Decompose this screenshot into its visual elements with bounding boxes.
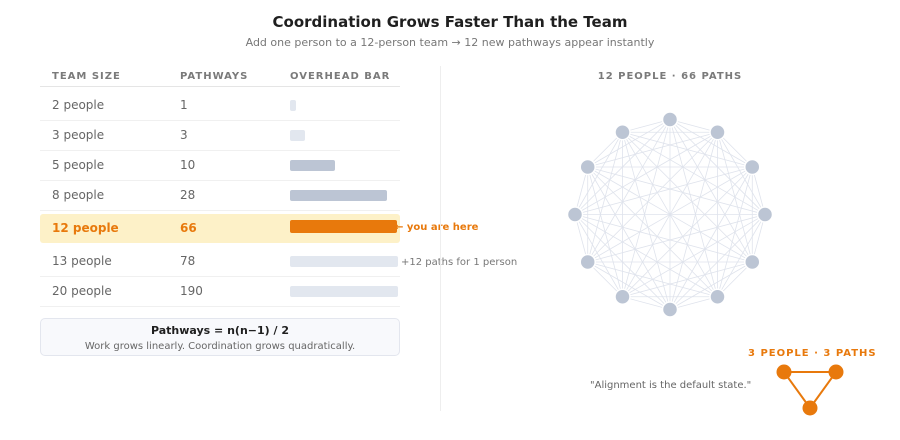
pathways-cell: 10 — [180, 158, 196, 172]
network-edge — [669, 119, 718, 297]
network-edge — [587, 261, 671, 310]
page-subtitle: Add one person to a 12-person team → 12 … — [245, 36, 655, 49]
network-edge — [574, 132, 623, 215]
formula-title: Pathways = n(n−1) / 2 — [150, 324, 290, 337]
increment-note: +12 paths for 1 person — [401, 257, 518, 268]
network-node — [614, 123, 631, 141]
network-edge — [587, 166, 671, 310]
table-row: 12 people 66 — [40, 214, 400, 243]
network-node — [661, 111, 679, 128]
pathways-cell: 78 — [180, 254, 196, 268]
overhead-bar — [290, 220, 397, 233]
team-size-cell: 5 people — [52, 158, 105, 172]
network-edge — [587, 166, 623, 297]
team-size-cell: 12 people — [52, 221, 119, 235]
network-node — [579, 158, 596, 176]
network-node — [661, 301, 679, 318]
network-node — [744, 253, 761, 271]
overhead-bar — [290, 256, 398, 267]
network-edge — [622, 131, 753, 263]
formula-box: Pathways = n(n−1) / 2 Work grows linearl… — [40, 318, 400, 356]
header-team-size: TEAM SIZE — [52, 71, 121, 82]
table-row: 3 people 3 — [40, 121, 400, 151]
small-network-node — [776, 364, 792, 380]
network-edge — [622, 131, 753, 168]
team-size-cell: 8 people — [52, 188, 105, 202]
pathways-cell: 1 — [180, 98, 188, 112]
page-title: Coordination Grows Faster Than the Team — [272, 13, 628, 31]
network-edge — [622, 119, 671, 297]
pathways-cell: 3 — [180, 128, 188, 142]
network-edge — [587, 166, 766, 215]
network-node — [756, 206, 774, 223]
network-edge — [622, 131, 766, 215]
network-edge — [574, 214, 623, 297]
vertical-divider — [440, 66, 441, 411]
overhead-bar — [290, 286, 398, 297]
table-row: 20 people 190 — [40, 277, 400, 307]
network-edge — [622, 132, 718, 297]
pathways-cell: 66 — [180, 221, 197, 235]
overhead-bar — [290, 190, 387, 201]
network-node — [579, 253, 596, 271]
table-row: 2 people 1 — [40, 91, 400, 121]
network-node — [709, 288, 726, 306]
header-divider — [40, 86, 400, 87]
network-node — [566, 206, 584, 223]
network-edge — [587, 214, 766, 263]
table-row: 8 people 28 — [40, 181, 400, 211]
team-size-cell: 13 people — [52, 254, 112, 268]
small-network-label: 3 PEOPLE · 3 PATHS — [748, 348, 877, 359]
small-network-node — [802, 400, 818, 416]
network-edge — [587, 131, 718, 263]
overhead-bar — [290, 100, 296, 111]
small-network-node — [828, 364, 844, 380]
network-node — [709, 123, 726, 141]
formula-caption: Work grows linearly. Coordination grows … — [84, 341, 356, 352]
pathways-cell: 28 — [180, 188, 196, 202]
quote-text: "Alignment is the default state." — [590, 380, 752, 391]
network-edge — [587, 132, 623, 263]
pathways-cell: 190 — [180, 284, 203, 298]
network-edge — [587, 166, 718, 298]
overhead-bar — [290, 130, 305, 141]
header-overhead-bar: OVERHEAD BAR — [290, 71, 391, 82]
network-edge — [574, 166, 753, 215]
network-label: 12 PEOPLE · 66 PATHS — [597, 71, 743, 82]
you-are-here-note: ← you are here — [395, 222, 479, 233]
team-size-cell: 3 people — [52, 128, 105, 142]
network-edge — [669, 132, 718, 310]
overhead-bar — [290, 160, 335, 171]
network-edge — [574, 214, 718, 298]
network-edge — [622, 132, 671, 310]
network-node — [744, 158, 761, 176]
network-edge — [574, 214, 753, 263]
header-pathways: PATHWAYS — [180, 71, 249, 82]
team-size-cell: 2 people — [52, 98, 105, 112]
table-row: 13 people 78 — [40, 247, 400, 277]
network-node — [614, 288, 631, 306]
network-edge — [622, 166, 753, 298]
team-size-cell: 20 people — [52, 284, 112, 298]
table-row: 5 people 10 — [40, 151, 400, 181]
